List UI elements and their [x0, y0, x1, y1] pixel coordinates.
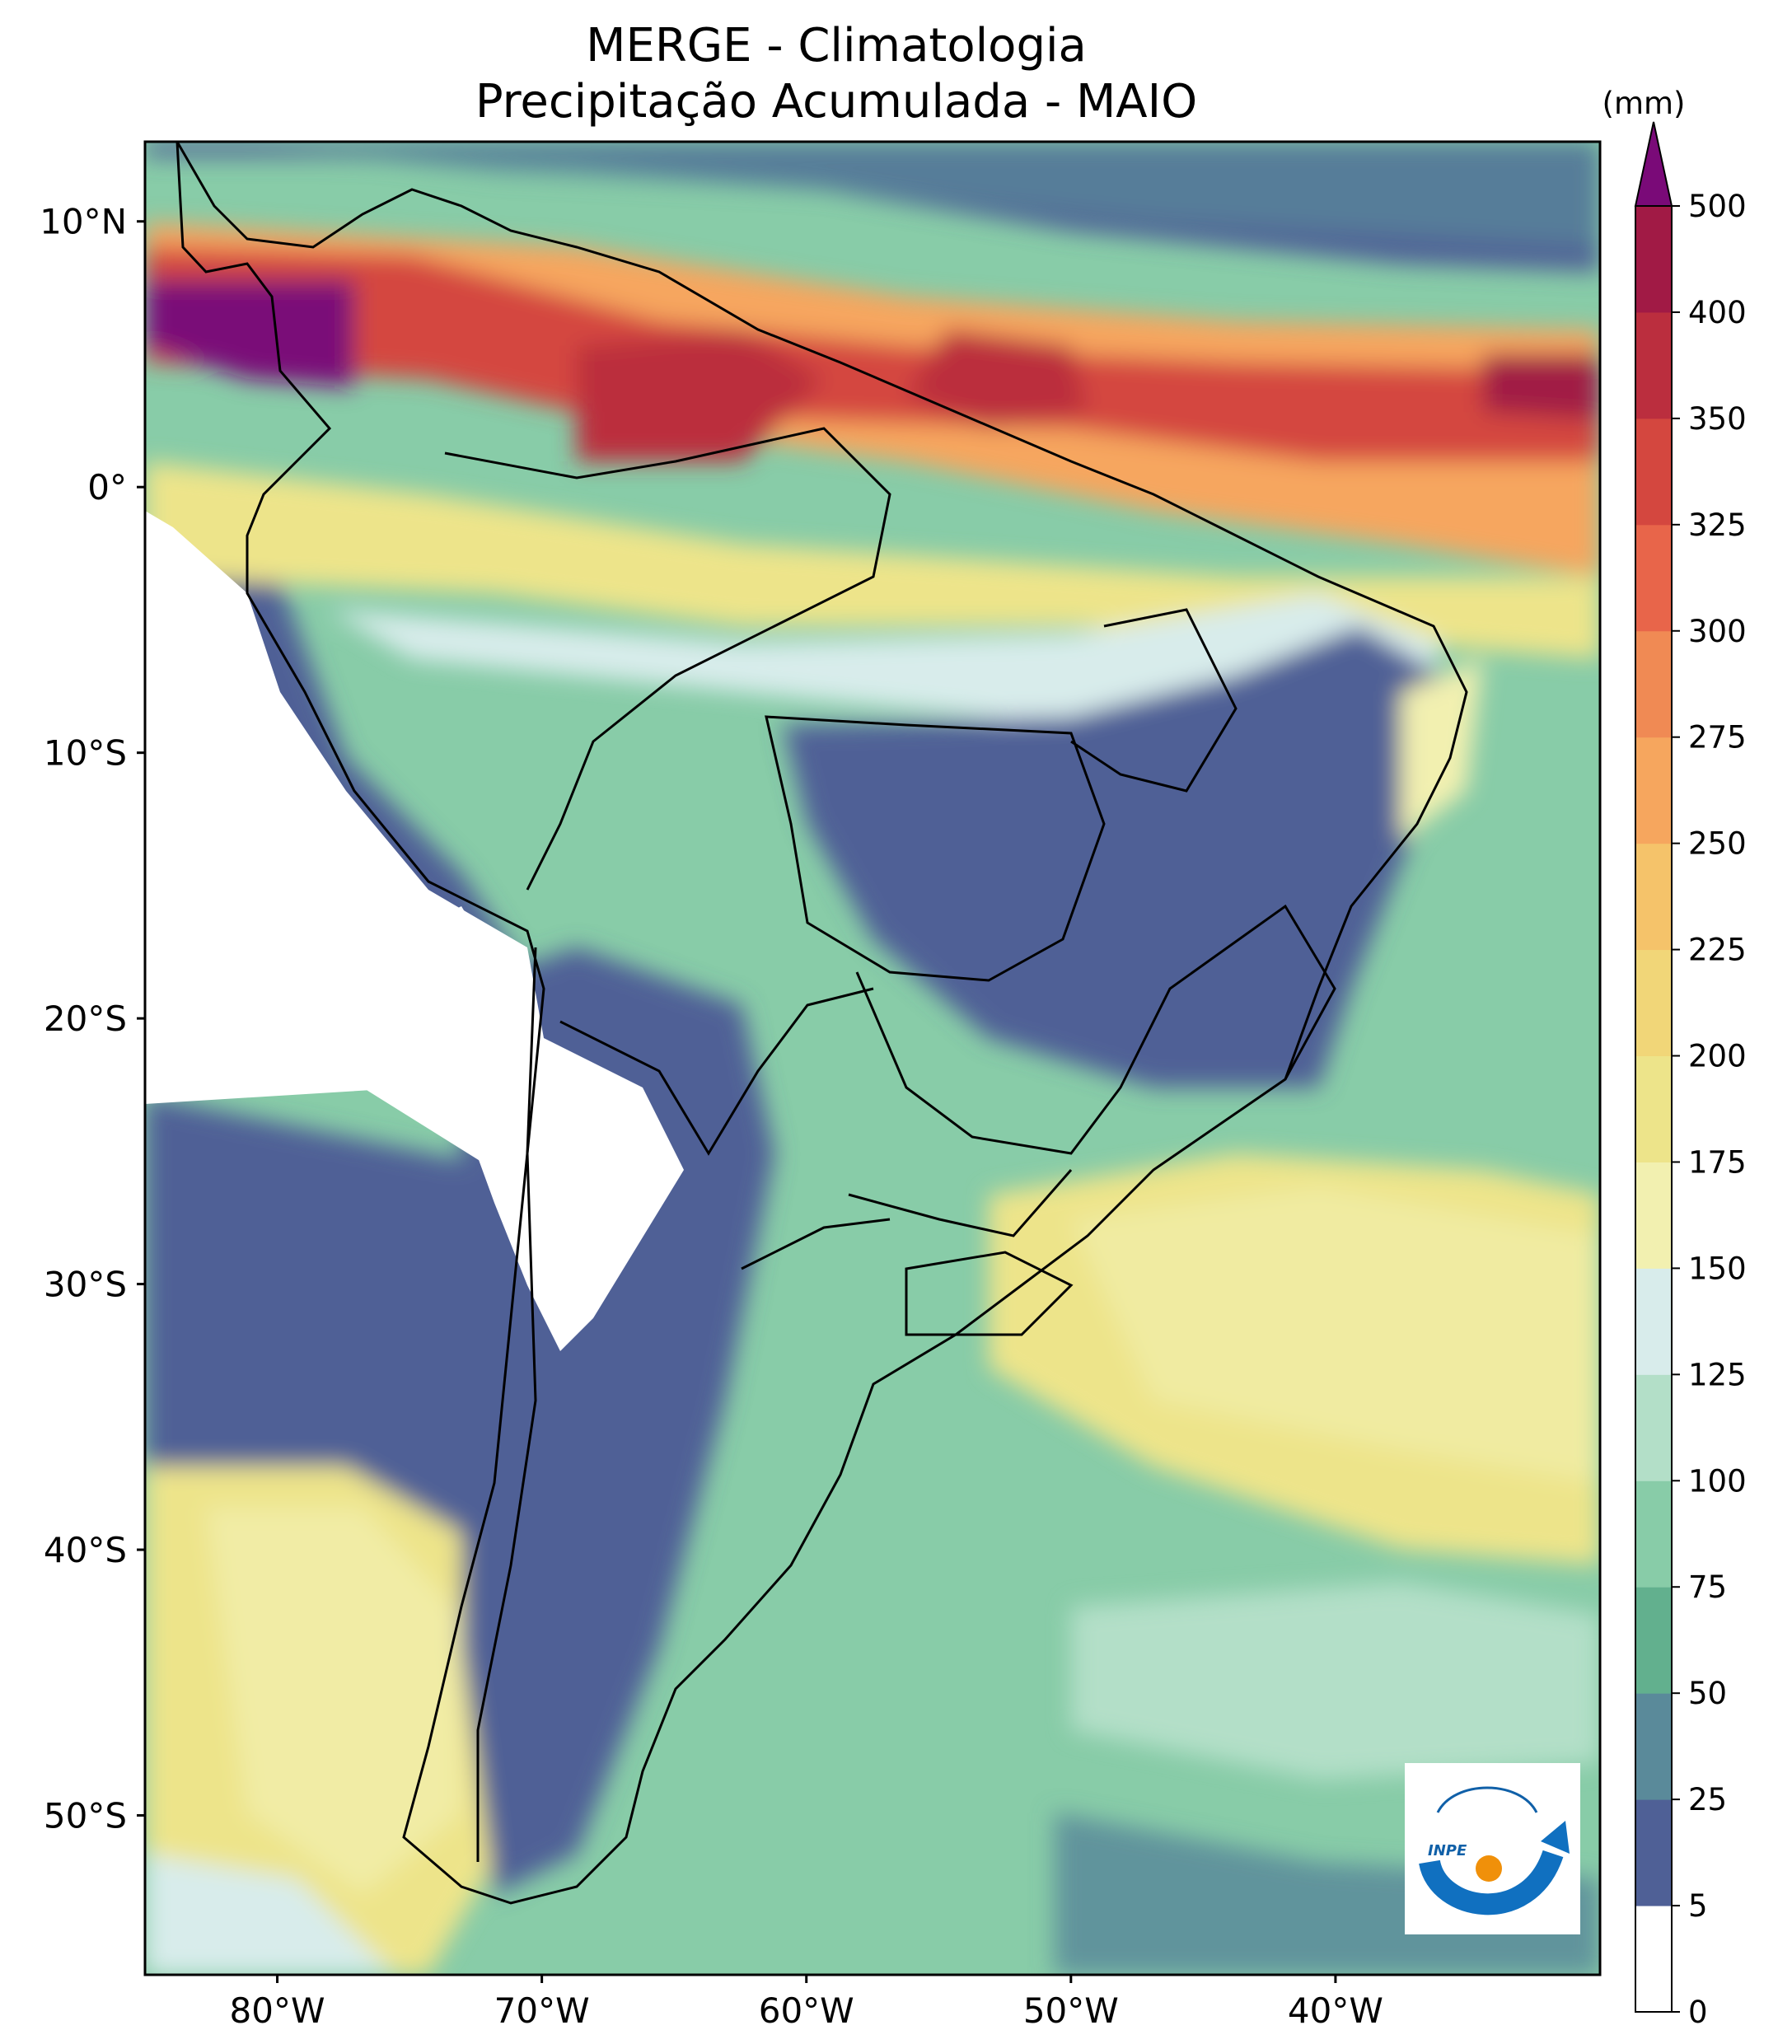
colorbar-segment — [1635, 524, 1672, 632]
lat-tick-label: 50°S — [44, 1796, 127, 1836]
colorbar-unit: (mm) — [1603, 86, 1686, 121]
colorbar-segment — [1635, 418, 1672, 526]
colorbar-tick-label: 175 — [1688, 1144, 1747, 1180]
colorbar-segment — [1635, 949, 1672, 1057]
map-title-line2: Precipitação Acumulada - MAIO — [475, 75, 1198, 129]
colorbar-tick-label: 225 — [1688, 933, 1747, 968]
inpe-logo-icon — [1419, 1786, 1570, 1915]
inpe-logo-text: INPE — [1428, 1842, 1467, 1859]
lat-tick-label: 10°N — [40, 202, 127, 242]
colorbar-tick-label: 300 — [1688, 614, 1747, 649]
colorbar-tick-label: 500 — [1688, 189, 1747, 224]
colorbar-extend-arrow — [1634, 121, 1673, 207]
longitude-axis: 80°W 70°W 60°W 50°W 40°W — [230, 1975, 1383, 2031]
colorbar-tick-label: 100 — [1688, 1463, 1747, 1499]
latitude-axis: 10°N 0° 10°S 20°S 30°S 40°S 50°S — [40, 202, 145, 1836]
colorbar-tick-label: 50 — [1688, 1676, 1727, 1711]
lon-tick-label: 50°W — [1023, 1990, 1119, 2031]
colorbar-segment — [1635, 1055, 1672, 1162]
lat-tick-label: 10°S — [44, 733, 127, 774]
colorbar-segment — [1635, 1693, 1672, 1800]
lon-tick-label: 60°W — [759, 1990, 854, 2031]
colorbar-tick-label: 400 — [1688, 295, 1747, 330]
colorbar-segment — [1635, 1268, 1672, 1375]
lat-tick-label: 40°S — [44, 1530, 127, 1570]
colorbar-tick-label: 350 — [1688, 401, 1747, 437]
lat-tick-label: 0° — [87, 467, 127, 507]
colorbar: 0 5 25 50 75 100 125 150 175 200 225 250 275 300 325 35… — [1634, 121, 1747, 2030]
colorbar-segment — [1635, 843, 1672, 951]
colorbar-segment — [1635, 311, 1672, 419]
colorbar-segment — [1635, 1799, 1672, 1906]
colorbar-segment — [1635, 737, 1672, 844]
colorbar-tick-label: 275 — [1688, 720, 1747, 755]
colorbar-segment — [1635, 1906, 1672, 2013]
inpe-logo: INPE — [1405, 1763, 1580, 1934]
country-borders — [175, 142, 1468, 1905]
colorbar-tick-label: 125 — [1688, 1357, 1747, 1392]
colorbar-tick-label: 25 — [1688, 1782, 1727, 1817]
colorbar-segment — [1635, 630, 1672, 738]
colorbar-frame — [1635, 205, 1673, 2013]
lat-tick-label: 30°S — [44, 1265, 127, 1305]
colorbar-segment — [1635, 1587, 1672, 1694]
colorbar-tick-label: 325 — [1688, 507, 1747, 543]
colorbar-tick-label: 150 — [1688, 1251, 1747, 1286]
lon-tick-label: 80°W — [230, 1990, 325, 2031]
precipitation-field — [145, 142, 1600, 1975]
lon-tick-label: 70°W — [494, 1990, 590, 2031]
map-frame — [143, 140, 1602, 1976]
map-title-line1: MERGE - Climatologia — [586, 19, 1087, 72]
lon-tick-label: 40°W — [1288, 1990, 1383, 2031]
colorbar-tick-label: 75 — [1688, 1569, 1727, 1605]
colorbar-tick-label: 5 — [1688, 1888, 1708, 1924]
colorbar-tick-label: 200 — [1688, 1039, 1747, 1074]
colorbar-segment — [1635, 1480, 1672, 1588]
colorbar-segment — [1635, 1374, 1672, 1481]
colorbar-segment — [1635, 206, 1672, 313]
colorbar-tick-label: 0 — [1688, 1995, 1708, 2030]
colorbar-segment — [1635, 1162, 1672, 1269]
colorbar-tick-label: 250 — [1688, 826, 1747, 862]
lat-tick-label: 20°S — [44, 999, 127, 1039]
